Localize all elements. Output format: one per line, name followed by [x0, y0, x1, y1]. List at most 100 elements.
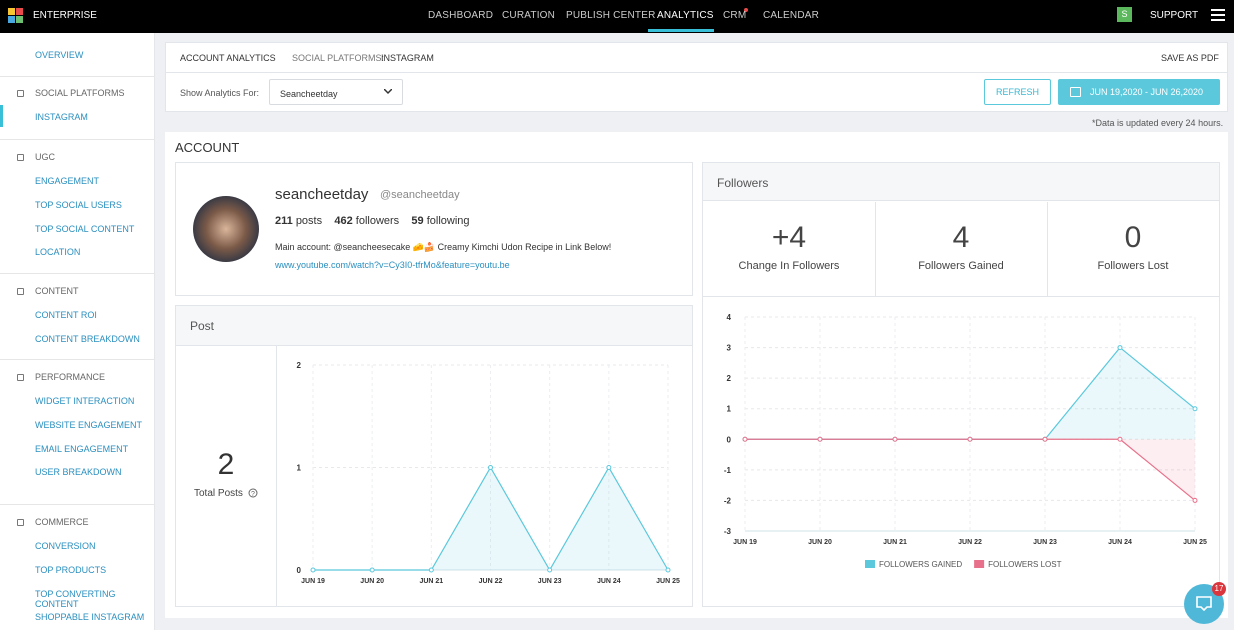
sidebar: OVERVIEW SOCIAL PLATFORMS INSTAGRAM UGC ENG… — [0, 33, 155, 630]
nav-link[interactable]: PUBLISH CENTER — [566, 10, 656, 21]
breadcrumb[interactable]: ACCOUNT ANALYTICS — [180, 53, 276, 63]
x-tick-label: JUN 21 — [419, 578, 443, 585]
point — [488, 465, 493, 470]
sidebar-link[interactable]: TOP SOCIAL USERS — [35, 199, 122, 210]
profile-stats: 211 posts 462 followers 59 following — [275, 215, 470, 227]
sidebar-heading: COMMERCE — [35, 517, 89, 527]
point — [1042, 436, 1048, 442]
x-tick-label: JUN 21 — [883, 539, 907, 546]
nav-link[interactable]: CRM — [723, 10, 747, 21]
update-note: *Data is updated every 24 hours. — [1092, 118, 1224, 128]
breadcrumb-current: INSTAGRAM — [381, 53, 434, 63]
sidebar-link[interactable]: CONVERSION — [35, 541, 96, 551]
y-tick-label: 1 — [727, 405, 732, 414]
legend-swatch — [865, 560, 875, 568]
sidebar-icon — [17, 374, 24, 381]
stat-label: Followers Lost — [1097, 260, 1169, 272]
point — [665, 567, 671, 573]
sidebar-link[interactable]: SHOPPABLE INSTAGRAM — [35, 612, 145, 623]
following-label: following — [426, 215, 470, 227]
date-range-button[interactable]: JUN 19,2020 - JUN 26,2020 — [1058, 79, 1220, 105]
sidebar-link[interactable]: TOP PRODUCTS — [35, 564, 107, 575]
sidebar-heading: CONTENT — [35, 286, 79, 296]
profile-name: seancheetday — [275, 186, 369, 203]
sidebar-icon — [17, 519, 24, 526]
separator — [0, 504, 155, 505]
sidebar-link[interactable]: CONTENT BREAKDOWN — [35, 333, 140, 344]
sidebar-link[interactable]: EMAIL ENGAGEMENT — [35, 443, 129, 454]
point — [310, 567, 316, 573]
chat-badge: 17 — [1212, 582, 1226, 596]
calendar-icon — [1070, 87, 1081, 97]
account-select-value: Seancheetday — [280, 89, 338, 99]
support-link[interactable]: SUPPORT — [1150, 10, 1199, 21]
point — [1192, 406, 1198, 412]
point — [892, 436, 898, 442]
info-icon[interactable]: ? — [248, 488, 258, 498]
x-tick-label: JUN 25 — [1183, 539, 1207, 546]
profile-link[interactable]: www.youtube.com/watch?v=Cy3I0-tfrMo&feat… — [275, 260, 510, 270]
area — [745, 439, 1195, 501]
sidebar-link[interactable]: TOP SOCIAL CONTENT — [35, 223, 135, 234]
sidebar-link[interactable]: CONTENT ROI — [35, 310, 97, 320]
sidebar-link[interactable]: ENGAGEMENT — [35, 176, 100, 186]
refresh-button[interactable]: REFRESH — [984, 79, 1051, 105]
y-tick-label: 2 — [727, 374, 732, 383]
point — [967, 436, 973, 442]
save-pdf[interactable]: SAVE AS PDF — [1161, 53, 1219, 63]
filter-label: Show Analytics For: — [180, 88, 260, 98]
x-tick-label: JUN 20 — [360, 578, 384, 585]
sidebar-link[interactable]: INSTAGRAM — [35, 112, 88, 122]
point — [369, 567, 375, 573]
sidebar-icon — [17, 90, 24, 97]
nav-link[interactable]: CALENDAR — [763, 10, 820, 21]
account-badge[interactable]: S — [1117, 7, 1132, 22]
panel-title: Post — [176, 306, 692, 346]
menu-icon[interactable] — [1211, 9, 1225, 21]
y-tick-label: -2 — [724, 496, 732, 505]
sidebar-link[interactable]: WEBSITE ENGAGEMENT — [35, 419, 143, 430]
nav-link[interactable]: ANALYTICS — [657, 10, 714, 21]
sidebar-icon — [17, 288, 24, 295]
followers-card: Followers -3 -2 -1 0 1 2 3 4 JUN 19 JUN 20 JUN 21 J… — [702, 162, 1220, 607]
nav-link[interactable]: CURATION — [502, 10, 556, 21]
y-tick-label: 4 — [727, 313, 732, 322]
avatar — [193, 196, 259, 262]
panel-title: Followers — [703, 163, 1219, 201]
y-tick-label: 1 — [297, 464, 302, 473]
posts-label: posts — [295, 215, 323, 227]
separator — [0, 139, 155, 140]
stat-value: 0 — [1124, 221, 1142, 254]
x-tick-label: JUN 23 — [538, 578, 562, 585]
profile-bio: Main account: @seancheesecake 🧀🍰 Creamy … — [275, 242, 612, 252]
x-tick-label: JUN 22 — [479, 578, 503, 585]
sidebar-heading: SOCIAL PLATFORMS — [35, 88, 125, 98]
total-posts: 2 — [217, 448, 235, 481]
notification-dot — [744, 8, 748, 12]
dropdown-caret — [384, 89, 392, 95]
active-indicator — [0, 105, 3, 127]
followers-count: 462 — [334, 215, 353, 227]
point — [1192, 497, 1198, 503]
nav-link[interactable]: DASHBOARD — [428, 10, 494, 21]
divider — [875, 202, 876, 296]
x-tick-label: JUN 25 — [656, 578, 680, 585]
y-tick-label: 2 — [297, 361, 302, 370]
sidebar-link[interactable]: LOCATION — [35, 247, 81, 258]
divider — [276, 346, 277, 606]
account-select[interactable]: Seancheetday — [269, 79, 403, 105]
point — [1117, 436, 1123, 442]
sidebar-link[interactable]: WIDGET INTERACTION — [35, 396, 135, 406]
sidebar-link[interactable]: OVERVIEW — [35, 50, 84, 60]
sidebar-link[interactable]: USER BREAKDOWN — [35, 467, 122, 478]
posts-count: 211 — [275, 215, 293, 227]
y-tick-label: 0 — [727, 435, 732, 444]
sidebar-link[interactable]: TOP CONVERTING CONTENT — [35, 588, 116, 609]
x-tick-label: JUN 24 — [597, 578, 621, 585]
post-chart: 0 1 2 JUN 19 JUN 20 JUN 21 JUN 22 JUN 23 JUN 24 J… — [297, 361, 680, 585]
y-tick-label: 3 — [727, 344, 732, 353]
stat-label: Followers Gained — [918, 260, 1004, 272]
profile-handle: @seancheetday — [380, 189, 460, 201]
legend-label: FOLLOWERS GAINED — [879, 560, 962, 569]
followers-chart: -3 -2 -1 0 1 2 3 4 JUN 19 JUN 20 JUN 21 JUN 22 JUN 2… — [724, 313, 1207, 569]
